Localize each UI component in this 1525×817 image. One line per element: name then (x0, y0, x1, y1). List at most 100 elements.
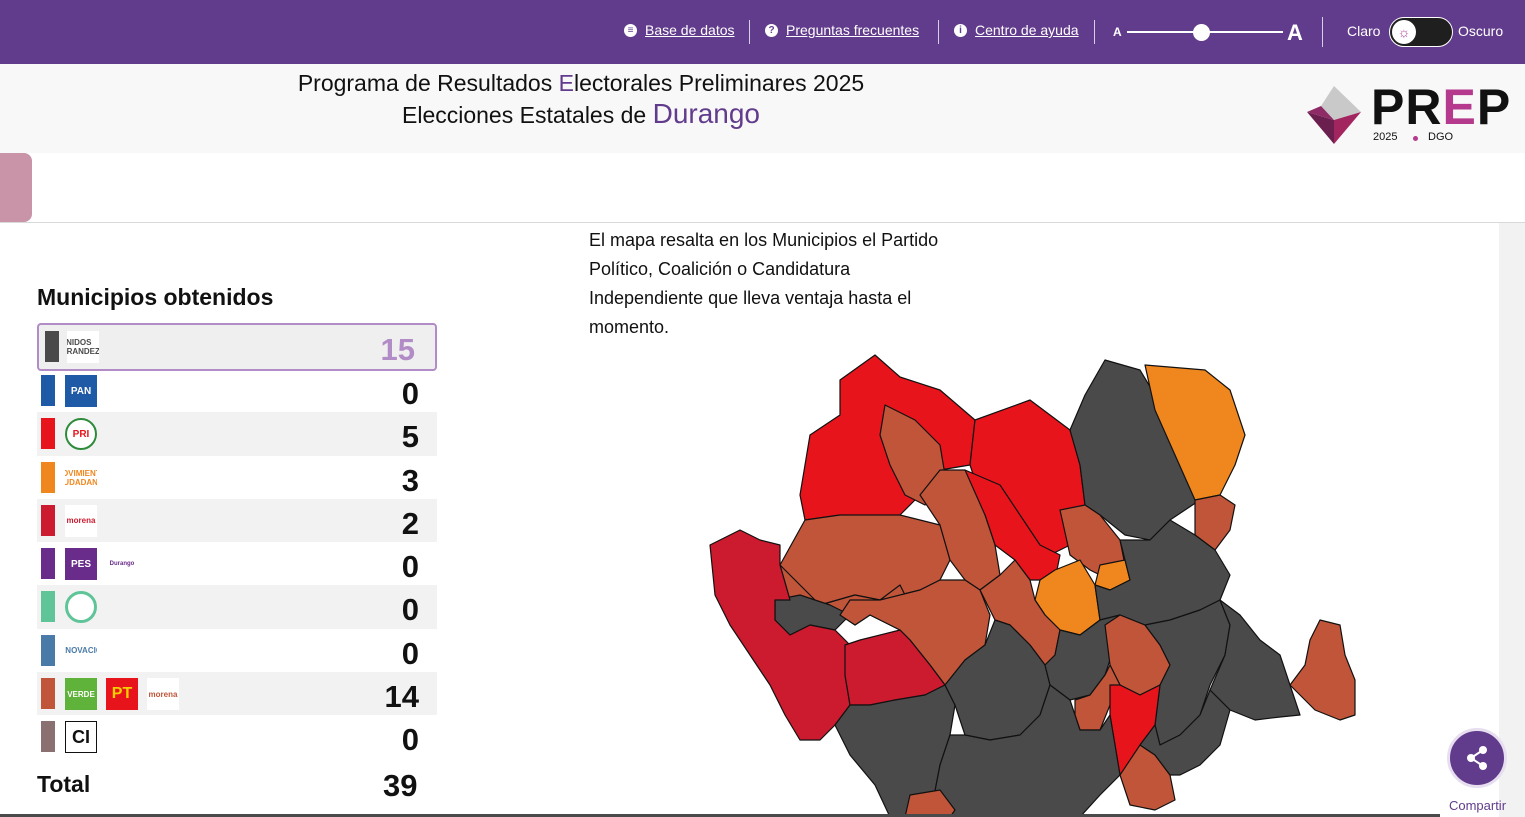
faq-link[interactable]: ? Preguntas frecuentes (765, 22, 919, 38)
theme-light-label: Claro (1347, 23, 1381, 39)
municipios-count: 0 (401, 592, 419, 628)
divider (0, 814, 1440, 817)
table-row[interactable]: CI 0 (37, 715, 437, 758)
share-widget: Compartir (1440, 720, 1515, 817)
page-subtitle: Elecciones Estatales de Durango (402, 98, 760, 129)
table-row[interactable]: VERDE PT morena 14 (37, 672, 437, 716)
database-link[interactable]: ≡ Base de datos (624, 22, 735, 38)
map-municipio[interactable] (904, 789, 956, 817)
table-row[interactable]: RENOVACIÓN 0 (37, 629, 437, 672)
divider (938, 20, 939, 44)
party-color-bar (41, 418, 55, 450)
map-municipio[interactable] (1139, 689, 1231, 776)
table-row[interactable]: PRI 5 (37, 412, 437, 456)
scrollbar-track[interactable] (1499, 223, 1525, 817)
municipios-count: 5 (401, 419, 419, 455)
info-icon: i (954, 23, 967, 37)
prep-logo-dot (1413, 136, 1418, 141)
municipios-count: 15 (380, 332, 415, 367)
map-municipio[interactable] (1289, 619, 1356, 721)
party-logos: RENOVACIÓN (65, 634, 97, 667)
faq-link-label: Preguntas frecuentes (786, 22, 920, 38)
table-row[interactable]: UNIDOS GRANDEZA 15 (37, 323, 437, 371)
party-logo: MOVIMIENTO CIUDADANO (65, 461, 97, 494)
municipios-table: UNIDOS GRANDEZA15PAN0PRI5MOVIMIENTO CIUD… (37, 323, 437, 759)
divider (0, 222, 1525, 223)
party-logos: CI (65, 721, 97, 754)
share-icon (1467, 746, 1487, 770)
party-logo: morena (65, 504, 97, 537)
page-title: Programa de Resultados Electorales Preli… (297, 70, 865, 96)
party-color-bar (41, 461, 55, 493)
party-logo: UNIDOS GRANDEZA (67, 331, 99, 363)
party-color-bar (41, 375, 55, 406)
divider (1094, 20, 1095, 44)
municipios-count: 0 (401, 549, 419, 585)
font-size-small-label: A (1113, 25, 1122, 39)
prep-logo-word: PREP (1371, 79, 1512, 135)
party-logo: CI (65, 721, 97, 754)
party-logo: PES (65, 548, 97, 581)
side-menu-tab[interactable] (0, 153, 32, 222)
party-logo: PT (106, 678, 138, 711)
map-description: El mapa resalta en los Municipios el Par… (589, 230, 939, 337)
total-label: Total (37, 771, 91, 797)
help-center-link-label: Centro de ayuda (975, 22, 1079, 38)
prep-logo: PREP 2025 DGO (1303, 79, 1512, 148)
party-logo: PAN (65, 375, 97, 407)
share-label: Compartir (1448, 798, 1507, 813)
party-color-bar (41, 721, 55, 753)
top-bar: ≡ Base de datos ? Preguntas frecuentes i… (0, 0, 1525, 64)
municipios-count: 2 (401, 505, 419, 541)
party-color-bar (41, 504, 55, 536)
party-color-bar (41, 634, 55, 666)
table-row[interactable]: 0 (37, 585, 437, 629)
municipios-count: 0 (401, 376, 419, 411)
municipios-count: 3 (401, 462, 419, 498)
divider (749, 20, 750, 44)
table-row[interactable]: PAN 0 (37, 369, 437, 412)
prep-logo-year: 2025 (1373, 131, 1398, 143)
divider (1322, 17, 1323, 47)
party-logos: morena (65, 504, 97, 537)
party-logo: PRI (65, 418, 97, 451)
font-size-large-label: A (1287, 20, 1303, 45)
party-logos: UNIDOS GRANDEZA (67, 331, 99, 363)
help-center-link[interactable]: i Centro de ayuda (954, 22, 1079, 38)
map-municipio[interactable] (1144, 364, 1246, 501)
map-municipio[interactable] (879, 404, 946, 506)
party-logos: PAN (65, 375, 97, 407)
party-color-bar (41, 591, 55, 623)
table-row[interactable]: MOVIMIENTO CIUDADANO 3 (37, 456, 437, 499)
table-row[interactable]: morena 2 (37, 498, 437, 543)
party-logo: VERDE (65, 678, 97, 711)
municipios-count: 14 (384, 679, 419, 715)
prep-logo-region: DGO (1428, 131, 1454, 143)
party-color-bar (41, 548, 55, 580)
sun-icon: ☼ (1392, 20, 1416, 44)
party-logos: MOVIMIENTO CIUDADANO (65, 461, 97, 494)
party-logo: RENOVACIÓN (65, 634, 97, 667)
share-button[interactable] (1447, 728, 1507, 788)
durango-map (709, 354, 1356, 817)
party-logos: VERDE PT morena (65, 678, 179, 711)
font-size-slider-handle[interactable] (1193, 24, 1210, 41)
party-color-bar (45, 331, 59, 362)
map-municipio[interactable] (929, 684, 1121, 817)
total-value: 39 (383, 768, 418, 803)
theme-toggle[interactable]: ☼ (1389, 17, 1453, 47)
database-icon: ≡ (624, 23, 637, 37)
party-logos: PES Durango (65, 548, 138, 581)
municipios-title: Municipios obtenidos (37, 284, 274, 310)
page-header (0, 64, 1525, 153)
map-municipio[interactable] (1209, 599, 1301, 721)
party-logo: Durango (106, 548, 138, 581)
municipios-count: 0 (401, 635, 419, 671)
party-logos (65, 591, 97, 624)
municipios-count: 0 (401, 722, 419, 758)
question-icon: ? (765, 23, 778, 37)
party-logo: morena (147, 678, 179, 711)
party-logos: PRI (65, 418, 97, 451)
party-color-bar (41, 678, 55, 710)
table-row[interactable]: PES Durango 0 (37, 542, 437, 585)
